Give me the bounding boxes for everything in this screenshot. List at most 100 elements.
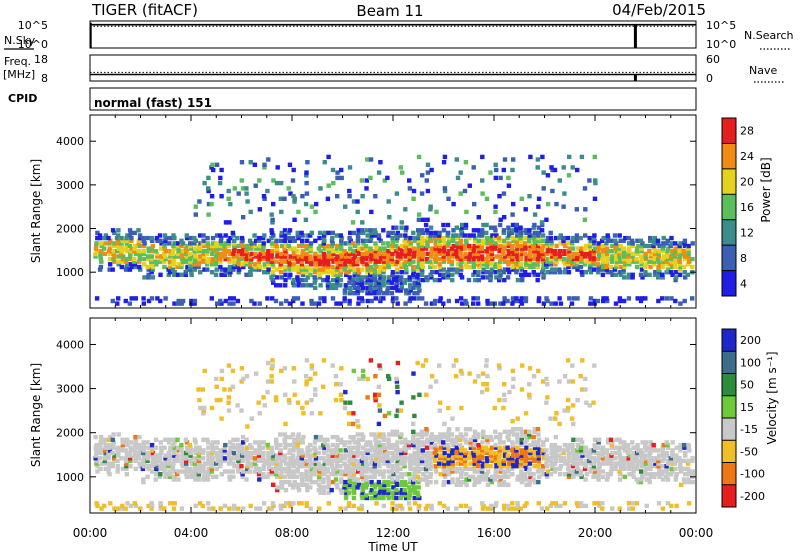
echo-cell [389, 469, 395, 474]
echo-cell [476, 442, 481, 448]
echo-cell [200, 466, 205, 472]
echo-cell [432, 298, 438, 304]
echo-cell [665, 458, 671, 464]
echo-cell [339, 397, 344, 403]
echo-cell [639, 243, 644, 249]
echo-cell [286, 259, 292, 264]
echo-cell [519, 453, 524, 458]
echo-cell [344, 270, 349, 275]
echo-cell [278, 196, 283, 201]
echo-cell [635, 442, 640, 448]
echo-cell [425, 461, 430, 466]
echo-cell [677, 256, 682, 262]
echo-cell [257, 445, 262, 450]
echo-cell [574, 238, 580, 243]
echo-cell [193, 469, 198, 474]
echo-cell [94, 458, 100, 464]
echo-cell [299, 472, 304, 477]
echo-cell [647, 249, 652, 254]
echo-cell [283, 259, 288, 264]
echo-cell [98, 466, 103, 472]
echo-cell [670, 249, 675, 254]
echo-cell [399, 450, 404, 456]
echo-cell [342, 262, 348, 267]
echo-cell [342, 298, 347, 304]
echo-cell [395, 408, 401, 413]
echo-cell [536, 469, 541, 474]
echo-cell [442, 154, 448, 160]
echo-cell [665, 442, 670, 448]
echo-cell [441, 482, 446, 487]
echo-cell [368, 272, 373, 277]
echo-cell [510, 506, 516, 511]
echo-cell [321, 358, 327, 363]
echo-cell [334, 482, 339, 487]
echo-cell [677, 259, 682, 264]
echo-cell [256, 400, 261, 405]
echo-cell [205, 437, 210, 442]
echo-cell [571, 254, 576, 259]
echo-cell [549, 251, 555, 257]
echo-cell [425, 162, 431, 167]
echo-cell [168, 254, 173, 259]
echo-cell [214, 397, 220, 403]
echo-cell [343, 254, 349, 259]
echo-cell [322, 458, 327, 464]
echo-cell [356, 466, 361, 472]
echo-cell [604, 450, 609, 456]
echo-cell [382, 264, 387, 270]
echo-cell [150, 249, 155, 254]
echo-cell [346, 270, 351, 275]
echo-cell [497, 238, 502, 243]
echo-cell [519, 477, 524, 482]
echo-cell [292, 440, 297, 445]
echo-cell [193, 477, 198, 482]
echo-cell [201, 464, 206, 469]
echo-cell [318, 472, 323, 477]
echo-cell [674, 458, 679, 464]
echo-cell [631, 501, 636, 506]
echo-cell [132, 256, 137, 262]
echo-cell [368, 228, 373, 233]
echo-cell [685, 461, 691, 466]
echo-cell [552, 267, 557, 272]
echo-cell [326, 280, 331, 285]
echo-cell [510, 440, 515, 445]
echo-cell [273, 472, 279, 477]
colorbar-tick-label: -15 [740, 423, 758, 436]
echo-cell [356, 270, 362, 275]
echo-cell [670, 448, 675, 453]
echo-cell [170, 466, 176, 472]
echo-cell [644, 262, 649, 267]
echo-cell [271, 201, 276, 207]
echo-cell [635, 464, 640, 469]
echo-cell [406, 442, 412, 448]
echo-cell [269, 506, 274, 511]
echo-cell [93, 456, 98, 461]
echo-cell [640, 256, 645, 262]
echo-cell [639, 458, 644, 464]
echo-cell [386, 243, 392, 249]
echo-cell [583, 270, 589, 275]
echo-cell [97, 235, 103, 241]
echo-cell [528, 243, 533, 249]
echo-cell [179, 254, 185, 259]
echo-cell [459, 246, 465, 251]
echo-cell [167, 469, 172, 474]
echo-cell [236, 464, 241, 469]
echo-cell [515, 416, 520, 421]
echo-cell [570, 241, 575, 246]
echo-cell [163, 296, 168, 301]
ytick-label: 1000 [56, 471, 84, 484]
echo-cell [373, 285, 378, 291]
echo-cell [291, 298, 296, 304]
echo-cell [416, 249, 421, 254]
echo-cell [257, 456, 263, 461]
echo-cell [609, 259, 615, 264]
echo-cell [644, 503, 649, 509]
echo-cell [678, 442, 683, 448]
echo-cell [685, 466, 691, 472]
echo-cell [416, 277, 422, 283]
echo-cell [549, 461, 555, 466]
echo-cell [454, 251, 459, 257]
